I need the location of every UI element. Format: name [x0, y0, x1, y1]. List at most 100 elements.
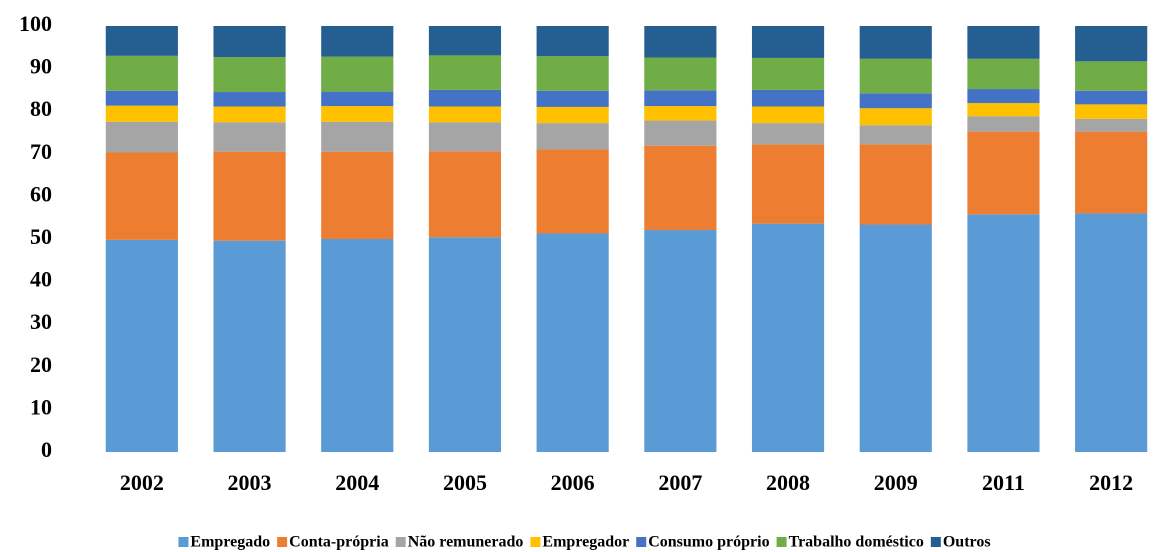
bar-segment — [859, 93, 932, 109]
bar-segment — [644, 106, 717, 121]
bar-segment — [213, 106, 286, 123]
bar-segment — [428, 151, 502, 238]
y-tick-label: 10 — [30, 394, 52, 419]
legend: Empregado Conta-própria Não remunerado Empr… — [178, 534, 991, 551]
x-tick-label: 2004 — [335, 470, 379, 495]
x-tick-label: 2009 — [874, 470, 918, 495]
bar-segment — [1075, 131, 1148, 214]
bar-segment — [213, 151, 286, 241]
bar-segment — [859, 58, 932, 94]
bar-segment — [105, 90, 178, 106]
bar-segment — [644, 120, 717, 146]
bar-segment — [428, 89, 502, 107]
bar-segment — [428, 122, 502, 152]
bar-segment — [1075, 61, 1148, 91]
bar-segment — [321, 239, 394, 452]
bar-segment — [859, 125, 932, 145]
bar-segment — [105, 55, 178, 91]
bar-segment — [213, 240, 286, 452]
bar-segment — [967, 89, 1040, 104]
bar-segment — [644, 26, 717, 58]
bar-segment — [321, 56, 394, 92]
x-tick-label: 2007 — [658, 470, 702, 495]
bar-segment — [321, 26, 394, 57]
bar-segment — [644, 90, 717, 107]
legend-label: Não remunerado — [408, 534, 524, 551]
bar-segment — [321, 91, 394, 107]
bar-segment — [105, 121, 178, 153]
bar-segment — [967, 103, 1040, 117]
bar-segment — [536, 123, 609, 150]
bar-segment — [428, 55, 502, 90]
bar-segment — [428, 237, 502, 452]
y-tick-label: 20 — [30, 352, 52, 377]
y-tick-label: 50 — [30, 224, 52, 249]
bar-segment — [859, 108, 932, 126]
bar-segment — [1075, 90, 1148, 105]
legend-swatch — [395, 537, 406, 547]
bar-segment — [967, 116, 1040, 132]
bar-segment — [321, 106, 394, 122]
bar-segment — [536, 90, 609, 107]
x-tick-label: 2012 — [1089, 470, 1133, 495]
bar-segment — [1075, 213, 1148, 452]
legend-swatch — [178, 537, 189, 547]
bar-segment — [644, 57, 717, 91]
legend-swatch — [930, 537, 941, 547]
bar-segment — [967, 131, 1040, 215]
y-tick-label: 40 — [30, 267, 52, 292]
y-tick-label: 30 — [30, 309, 52, 334]
x-tick-label: 2006 — [551, 470, 595, 495]
bar-segment — [751, 106, 825, 124]
bar-segment — [536, 233, 609, 452]
bar-segment — [1075, 118, 1148, 132]
bar-segment — [536, 56, 609, 91]
bar-segment — [213, 122, 286, 152]
legend-label: Empregador — [542, 534, 629, 551]
bar-segment — [213, 26, 286, 58]
bar-segment — [644, 145, 717, 231]
bar-segment — [428, 106, 502, 123]
bar-segment — [751, 123, 825, 145]
legend-label: Consumo próprio — [648, 534, 769, 551]
bar-segment — [428, 26, 502, 56]
legend-label: Empregado — [190, 534, 270, 551]
bar-segment — [213, 92, 286, 107]
y-tick-label: 0 — [41, 437, 52, 462]
legend-swatch — [776, 537, 787, 547]
bar-segment — [967, 58, 1040, 90]
y-tick-label: 70 — [30, 139, 52, 164]
bar-segment — [213, 57, 286, 93]
y-tick-label: 100 — [19, 11, 52, 36]
bar-segment — [536, 26, 609, 57]
bar-segment — [1075, 104, 1148, 119]
legend-label: Outros — [943, 534, 991, 551]
y-tick-label: 90 — [30, 54, 52, 79]
x-tick-label: 2003 — [228, 470, 272, 495]
x-tick-label: 2005 — [443, 470, 487, 495]
bar-segment — [967, 214, 1040, 452]
bar-segment — [751, 144, 825, 224]
legend-label: Trabalho doméstico — [789, 534, 924, 551]
x-tick-label: 2002 — [120, 470, 164, 495]
bar-segment — [105, 239, 178, 452]
bar-segment — [536, 106, 609, 124]
bar-segment — [751, 223, 825, 452]
bar-segment — [105, 26, 178, 56]
bar-segment — [644, 230, 717, 452]
bar-segment — [967, 26, 1040, 59]
y-tick-label: 60 — [30, 181, 52, 206]
legend-swatch — [636, 537, 647, 547]
bar-segment — [105, 105, 178, 122]
bar-segment — [105, 152, 178, 240]
bar-segment — [751, 26, 825, 58]
bar-segment — [536, 149, 609, 234]
bar-segment — [859, 144, 932, 225]
bar-segment — [321, 151, 394, 239]
bar-segment — [859, 224, 932, 452]
x-tick-label: 2011 — [982, 470, 1025, 495]
bar-segment — [859, 26, 932, 59]
bar-segment — [751, 57, 825, 90]
legend-swatch — [530, 537, 541, 547]
